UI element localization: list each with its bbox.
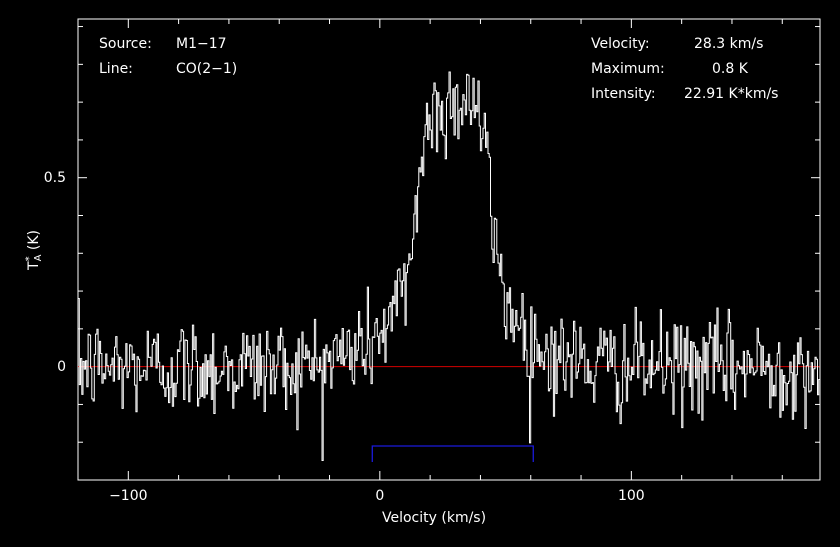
integration-window: [371, 445, 534, 462]
velocity-value: 28.3 km/s: [694, 36, 764, 52]
maximum-value: 0.8 K: [712, 61, 748, 77]
maximum-label: Maximum:: [591, 61, 665, 77]
y-axis-label: T * A (K): [24, 230, 44, 270]
source-value: M1−17: [176, 36, 227, 52]
plot-frame: [77, 18, 821, 481]
y-axis-label-unit: (K): [26, 230, 42, 251]
velocity-label: Velocity:: [591, 36, 650, 52]
x-tick-label: −100: [109, 488, 148, 504]
y-axis-label-sub: A: [33, 254, 44, 262]
x-tick-label: 0: [375, 488, 385, 504]
y-tick-label: 0: [57, 358, 66, 375]
line-value: CO(2−1): [176, 61, 238, 77]
spectrum-line: [78, 71, 821, 461]
source-label: Source:: [99, 36, 152, 52]
x-tick-label: 100: [617, 488, 645, 504]
line-label: Line:: [99, 61, 133, 77]
axis-ticks: [77, 19, 820, 480]
y-tick-label: 0.5: [43, 169, 66, 186]
x-axis-label: Velocity (km/s): [382, 510, 487, 526]
intensity-value: 22.91 K*km/s: [684, 86, 779, 102]
y-axis-label-main: T: [26, 261, 42, 270]
intensity-label: Intensity:: [591, 86, 656, 102]
